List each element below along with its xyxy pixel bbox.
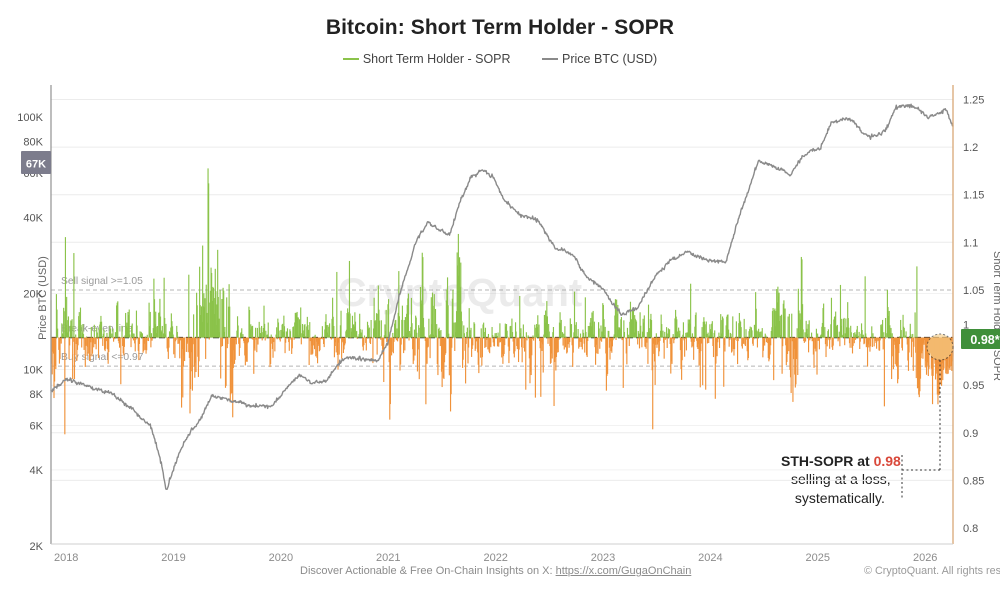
svg-text:1.2: 1.2: [963, 142, 978, 154]
svg-text:0.85: 0.85: [963, 475, 984, 487]
svg-text:1.15: 1.15: [963, 190, 984, 202]
svg-text:1.05: 1.05: [963, 285, 984, 297]
svg-text:2018: 2018: [54, 552, 78, 564]
svg-text:0.95: 0.95: [963, 380, 984, 392]
svg-text:1.25: 1.25: [963, 95, 984, 107]
svg-text:1.1: 1.1: [963, 237, 978, 249]
svg-text:2023: 2023: [591, 552, 615, 564]
svg-text:40K: 40K: [23, 213, 43, 225]
svg-text:67K: 67K: [26, 159, 46, 171]
svg-text:2025: 2025: [806, 552, 830, 564]
svg-text:2K: 2K: [30, 541, 44, 553]
svg-text:0.9: 0.9: [963, 428, 978, 440]
svg-text:2022: 2022: [483, 552, 507, 564]
svg-text:8K: 8K: [30, 389, 44, 401]
svg-text:2019: 2019: [161, 552, 185, 564]
svg-text:0.8: 0.8: [963, 523, 978, 535]
svg-text:Buy signal <=0.97: Buy signal <=0.97: [61, 352, 144, 363]
svg-text:6K: 6K: [30, 421, 44, 433]
svg-text:0.98*: 0.98*: [970, 333, 999, 347]
svg-text:2024: 2024: [698, 552, 722, 564]
svg-text:4K: 4K: [30, 465, 44, 477]
svg-text:80K: 80K: [23, 137, 43, 149]
svg-text:2026: 2026: [913, 552, 937, 564]
svg-text:20K: 20K: [23, 289, 43, 301]
svg-text:10K: 10K: [23, 365, 43, 377]
svg-text:2020: 2020: [269, 552, 293, 564]
svg-text:100K: 100K: [17, 112, 43, 124]
svg-text:2021: 2021: [376, 552, 400, 564]
